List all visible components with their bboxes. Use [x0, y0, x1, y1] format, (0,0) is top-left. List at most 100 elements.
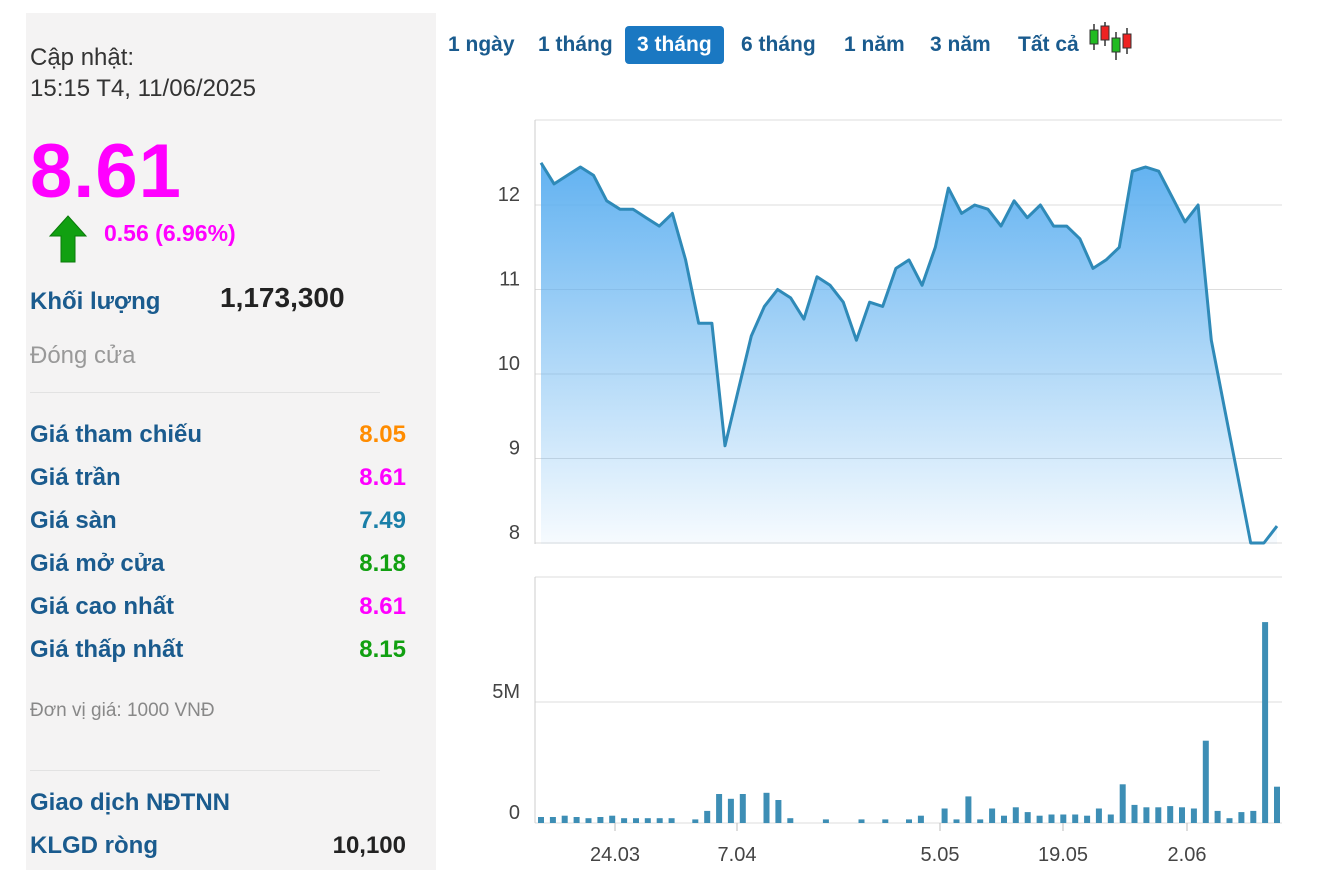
- stock-info-panel: [26, 13, 436, 870]
- volume-bar: [1202, 740, 1209, 823]
- price-change: 0.56 (6.96%): [104, 220, 236, 246]
- volume-bar: [1001, 815, 1007, 823]
- tab-6-months[interactable]: 6 tháng: [741, 33, 816, 56]
- y-tick-label: 8: [509, 522, 520, 544]
- y-tick-label: 12: [498, 184, 520, 206]
- up-arrow-icon: [48, 215, 88, 263]
- ref-price-value: 8.05: [359, 421, 406, 448]
- y-tick-label: 0: [509, 802, 520, 824]
- x-tick-label: 7.04: [718, 844, 757, 866]
- volume-bar: [822, 819, 829, 823]
- volume-bar: [906, 819, 912, 823]
- volume-bar: [644, 818, 651, 823]
- low-price-value: 8.15: [359, 636, 406, 663]
- volume-bar: [989, 808, 996, 823]
- volume-bar: [1084, 815, 1091, 823]
- tab-3-months[interactable]: 3 tháng: [625, 26, 724, 64]
- volume-label: Khối lượng: [30, 288, 161, 315]
- volume-bar: [727, 798, 734, 823]
- volume-bar: [858, 819, 865, 823]
- high-price-value: 8.61: [359, 593, 406, 620]
- volume-bar: [1048, 814, 1055, 823]
- volume-bar: [775, 800, 782, 823]
- volume-bar: [716, 794, 723, 823]
- volume-bar: [1036, 815, 1043, 823]
- open-price-label: Giá mở cửa: [30, 550, 165, 577]
- volume-bar: [953, 819, 960, 823]
- y-tick-label: 11: [499, 269, 520, 291]
- volume-bar: [1274, 786, 1280, 823]
- update-time: 15:15 T4, 11/06/2025: [30, 75, 256, 102]
- volume-bar: [941, 808, 948, 823]
- ceiling-price-value: 8.61: [359, 464, 406, 491]
- volume-bar: [1167, 806, 1174, 823]
- volume-bar: [1107, 814, 1114, 823]
- tab-3-years[interactable]: 3 năm: [930, 33, 991, 56]
- divider: [30, 770, 380, 771]
- volume-bar: [1190, 808, 1197, 823]
- volume-bar: [561, 815, 568, 823]
- tab-1-year[interactable]: 1 năm: [844, 33, 905, 56]
- volume-bar: [549, 817, 556, 823]
- tab-all[interactable]: Tất cả: [1018, 33, 1079, 56]
- volume-bar: [656, 818, 663, 823]
- candlestick-chart-icon[interactable]: [1088, 20, 1134, 62]
- current-price: 8.61: [30, 129, 182, 214]
- volume-bar: [1262, 622, 1269, 823]
- volume-bar: [633, 818, 639, 823]
- price-area-fill: [541, 162, 1277, 545]
- volume-bar: [1095, 808, 1102, 823]
- volume-bar: [668, 818, 675, 823]
- tab-1-month[interactable]: 1 tháng: [538, 33, 613, 56]
- volume-bar: [1238, 812, 1245, 823]
- update-label: Cập nhật:: [30, 44, 135, 71]
- volume-bar: [1072, 814, 1079, 823]
- volume-bar: [573, 817, 580, 823]
- volume-bar: [704, 810, 711, 823]
- volume-bar: [1155, 807, 1162, 823]
- volume-bar: [538, 817, 544, 823]
- volume-bar: [609, 815, 616, 823]
- volume-bar: [882, 819, 889, 823]
- volume-bar: [977, 819, 984, 823]
- ceiling-price-label: Giá trần: [30, 464, 121, 491]
- divider: [30, 392, 380, 393]
- net-volume-label: KLGD ròng: [30, 832, 158, 859]
- volume-bar: [965, 796, 972, 823]
- floor-price-value: 7.49: [359, 507, 406, 534]
- volume-bar: [1179, 807, 1185, 823]
- open-price-value: 8.18: [359, 550, 406, 577]
- y-tick-label: 5M: [492, 681, 520, 703]
- ref-price-label: Giá tham chiếu: [30, 421, 203, 448]
- volume-bar: [1214, 810, 1221, 823]
- market-status: Đóng cửa: [30, 342, 136, 369]
- volume-value: 1,173,300: [220, 282, 345, 313]
- x-tick-label: 19.05: [1038, 844, 1088, 866]
- price-unit-note: Đơn vị giá: 1000 VNĐ: [30, 700, 215, 721]
- volume-bar: [1250, 810, 1257, 823]
- price-line: [539, 162, 1279, 545]
- volume-bar: [1226, 818, 1233, 823]
- volume-bar: [739, 794, 746, 823]
- y-tick-label: 10: [498, 353, 520, 375]
- volume-bar: [1060, 814, 1067, 823]
- volume-bar: [1119, 784, 1126, 823]
- volume-bar: [917, 815, 924, 823]
- volume-bar: [1131, 804, 1138, 823]
- x-tick-label: 24.03: [590, 844, 640, 866]
- x-tick-label: 2.06: [1168, 844, 1207, 866]
- volume-bar: [1012, 807, 1019, 823]
- low-price-label: Giá thấp nhất: [30, 636, 184, 663]
- y-tick-label: 9: [509, 438, 520, 460]
- volume-bar: [787, 818, 794, 823]
- volume-bar: [585, 818, 592, 823]
- floor-price-label: Giá sàn: [30, 507, 117, 534]
- volume-bar: [1143, 807, 1150, 823]
- tab-1-day[interactable]: 1 ngày: [448, 33, 515, 56]
- volume-bar: [597, 817, 604, 823]
- volume-bar: [763, 792, 770, 824]
- x-tick-label: 5.05: [921, 844, 960, 866]
- volume-bar: [692, 819, 699, 823]
- high-price-label: Giá cao nhất: [30, 593, 175, 620]
